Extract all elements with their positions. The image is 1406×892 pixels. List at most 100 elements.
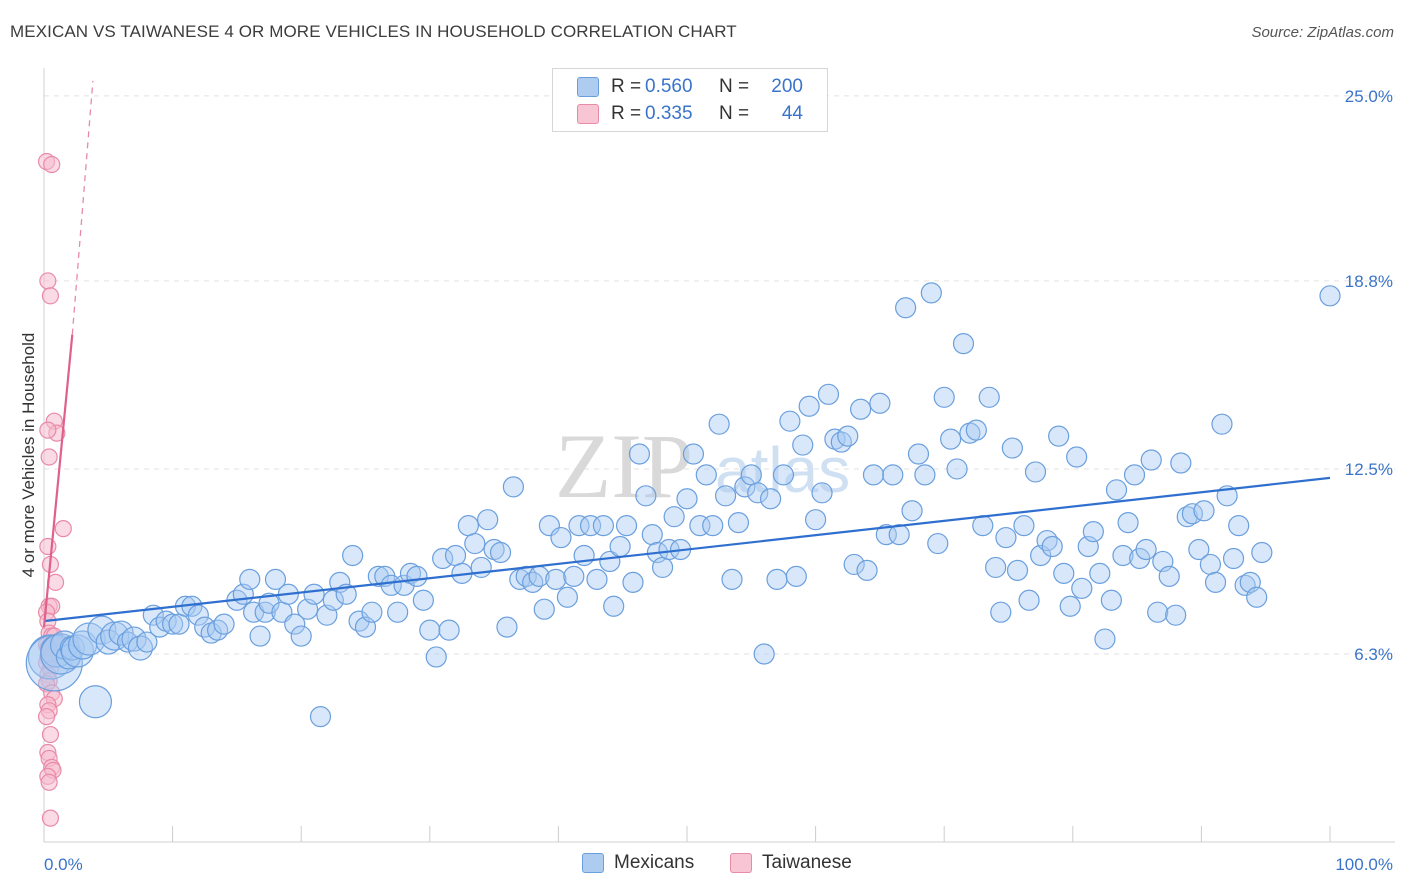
data-point-mexicans — [1319, 285, 1341, 307]
data-point-mexicans — [995, 526, 1017, 549]
legend-swatch-mexicans — [577, 77, 599, 97]
stats-legend: R = 0.560 N = 200 R = 0.335 N = 44 — [552, 68, 828, 132]
legend-swatch-taiwanese — [577, 104, 599, 124]
legend-item-mexicans: Mexicans — [582, 852, 694, 874]
data-point-mexicans — [1066, 446, 1088, 468]
y-tick-label: 6.3% — [1354, 645, 1393, 664]
data-point-mexicans — [444, 544, 467, 567]
data-point-taiwanese — [41, 287, 60, 305]
trend-line-taiwanese — [42, 334, 74, 628]
data-point-mexicans — [121, 626, 147, 652]
data-point-mexicans — [946, 458, 968, 480]
data-point-mexicans — [1135, 538, 1157, 561]
data-point-mexicans — [412, 589, 434, 611]
data-point-mexicans — [127, 635, 154, 661]
legend-item-taiwanese: Taiwanese — [730, 852, 852, 874]
data-point-mexicans — [1059, 595, 1081, 617]
data-point-mexicans — [622, 571, 644, 593]
data-point-mexicans — [419, 619, 441, 641]
data-point-mexicans — [798, 395, 820, 417]
data-point-mexicans — [628, 443, 651, 465]
source-label: Source: ZipAtlas.com — [1251, 24, 1394, 41]
data-point-mexicans — [1041, 535, 1063, 558]
data-point-mexicans — [862, 464, 885, 486]
data-point-mexicans — [952, 332, 975, 355]
data-point-mexicans — [734, 476, 756, 498]
legend-row-mexicans: R = 0.560 N = 200 — [577, 75, 803, 99]
data-point-mexicans — [856, 559, 878, 582]
data-point-mexicans — [830, 431, 852, 453]
data-point-mexicans — [682, 443, 705, 465]
data-point-mexicans — [804, 509, 827, 531]
data-point-mexicans — [1071, 577, 1093, 599]
data-point-mexicans — [888, 523, 910, 546]
data-point-mexicans — [920, 282, 942, 304]
y-tick-label: 18.8% — [1345, 272, 1393, 291]
data-point-mexicans — [603, 595, 625, 617]
data-point-mexicans — [907, 443, 930, 465]
data-point-mexicans — [753, 643, 775, 665]
legend-r-label: R = — [611, 76, 642, 97]
data-point-mexicans — [837, 425, 859, 447]
data-point-mexicans — [380, 574, 402, 596]
data-point-mexicans — [284, 613, 306, 635]
trend-line-mexicans — [43, 476, 1331, 623]
data-point-mexicans — [592, 515, 615, 537]
data-point-mexicans — [869, 392, 891, 414]
data-point-mexicans — [249, 625, 271, 647]
data-point-mexicans — [779, 410, 801, 432]
data-point-mexicans — [1204, 571, 1227, 593]
data-point-mexicans — [309, 706, 332, 728]
data-point-mexicans — [1053, 562, 1075, 584]
data-point-mexicans — [990, 601, 1012, 623]
trend-lines — [42, 80, 1331, 628]
data-point-mexicans — [342, 544, 364, 567]
data-point-mexicans — [615, 515, 638, 537]
data-point-mexicans — [875, 523, 897, 546]
data-point-mexicans — [522, 571, 544, 593]
data-point-mexicans — [1123, 464, 1146, 486]
data-point-taiwanese — [39, 537, 57, 556]
data-point-mexicans — [714, 485, 737, 507]
data-point-mexicans — [136, 631, 158, 653]
data-point-mexicans — [811, 482, 833, 504]
data-point-mexicans — [850, 398, 872, 420]
data-point-mexicans — [100, 621, 130, 651]
mexicans-points — [25, 282, 1341, 728]
y-tick-label: 12.5% — [1345, 460, 1393, 479]
x-tick-label: 0.0% — [44, 855, 83, 874]
data-point-mexicans — [1165, 604, 1187, 626]
taiwanese-points — [37, 152, 72, 827]
legend-r-value: 0.335 — [645, 103, 693, 124]
data-point-mexicans — [641, 523, 663, 546]
data-point-mexicans — [1140, 449, 1162, 471]
data-point-mexicans — [635, 485, 657, 507]
data-point-mexicans — [985, 556, 1007, 579]
legend-label-taiwanese: Taiwanese — [762, 852, 852, 873]
data-point-mexicans — [432, 547, 454, 570]
data-point-mexicans — [1251, 541, 1273, 564]
data-point-mexicans — [239, 568, 261, 590]
data-point-mexicans — [568, 515, 590, 537]
trend-line-taiwanese-extension — [71, 80, 94, 335]
data-point-mexicans — [264, 568, 287, 590]
data-point-taiwanese — [40, 448, 58, 466]
data-point-mexicans — [470, 556, 492, 579]
data-point-mexicans — [721, 568, 743, 590]
legend-swatch-taiwanese — [730, 853, 752, 873]
data-point-mexicans — [766, 568, 788, 590]
data-point-mexicans — [586, 568, 608, 590]
data-point-mexicans — [740, 464, 762, 486]
data-point-mexicans — [361, 601, 383, 623]
data-point-mexicans — [772, 464, 795, 486]
data-point-mexicans — [1199, 553, 1222, 576]
data-point-mexicans — [207, 619, 229, 641]
legend-label-mexicans: Mexicans — [614, 852, 695, 873]
legend-swatch-mexicans — [582, 853, 604, 873]
data-point-mexicans — [927, 532, 949, 555]
data-point-mexicans — [1100, 589, 1122, 611]
data-point-mexicans — [651, 556, 674, 579]
data-point-mexicans — [406, 565, 428, 587]
data-point-mexicans — [727, 512, 750, 534]
